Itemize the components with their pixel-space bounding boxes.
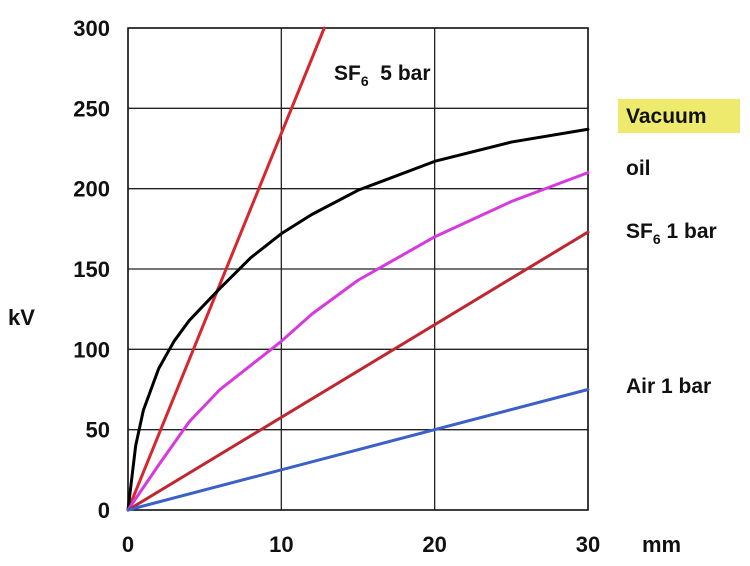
- y-tick-label: 50: [86, 418, 110, 443]
- series-line-air_1bar: [126, 388, 590, 512]
- x-tick-label: 30: [576, 532, 600, 557]
- y-tick-label: 200: [73, 177, 110, 202]
- series-label-air_1bar: Air 1 bar: [626, 375, 711, 398]
- y-tick-label: 250: [73, 96, 110, 121]
- x-tick-labels: 0 10 20 30: [122, 532, 600, 557]
- series-label-vacuum: Vacuum: [626, 105, 707, 128]
- series-line-sf6_5bar: [126, 26, 326, 512]
- y-tick-label: 300: [73, 16, 110, 41]
- plot-frame: [127, 27, 589, 511]
- series-line-oil: [126, 171, 590, 512]
- x-tick-label: 20: [422, 532, 446, 557]
- series-lines: [126, 26, 590, 512]
- y-tick-labels: 0 50 100 150 200 250 300: [73, 16, 110, 523]
- series-labels: SF6 5 bar Vacuum oil SF6 1 bar Air 1 bar: [334, 62, 740, 398]
- y-tick-label: 0: [98, 498, 110, 523]
- series-label-sf6_5bar: SF6 5 bar: [334, 62, 431, 89]
- x-tick-label: 10: [269, 532, 293, 557]
- grid-lines: [127, 27, 589, 511]
- y-tick-label: 150: [73, 257, 110, 282]
- vacuum-label-highlight: [618, 99, 740, 133]
- x-axis-label: mm: [642, 532, 681, 557]
- series-label-sf6_1bar: SF6 1 bar: [626, 220, 717, 247]
- series-label-oil: oil: [626, 157, 651, 180]
- series-line-sf6_1bar: [126, 230, 590, 512]
- y-axis-label: kV: [8, 305, 35, 330]
- x-tick-label: 0: [122, 532, 134, 557]
- series-line-vacuum: [126, 127, 590, 512]
- y-tick-label: 100: [73, 337, 110, 362]
